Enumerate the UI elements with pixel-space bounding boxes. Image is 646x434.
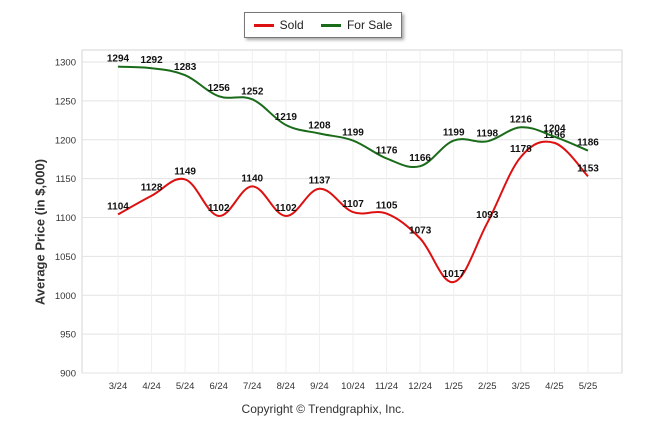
data-label-sold: 1149 (174, 166, 196, 177)
data-label-for-sale: 1294 (107, 54, 130, 65)
data-label-sold: 1017 (443, 269, 466, 280)
y-tick-label: 1000 (55, 291, 76, 302)
data-label-sold: 1093 (476, 210, 499, 221)
data-label-for-sale: 1199 (443, 128, 465, 139)
y-tick-label: 1150 (56, 174, 76, 185)
legend: Sold For Sale (244, 12, 402, 38)
data-label-sold: 1140 (241, 173, 263, 184)
y-tick-label: 1300 (55, 58, 76, 69)
x-tick-label: 6/24 (209, 381, 228, 392)
legend-label-sold: Sold (279, 18, 304, 32)
x-tick-label: 9/24 (310, 381, 329, 392)
x-tick-label: 12/24 (408, 381, 432, 392)
y-tick-label: 900 (60, 369, 76, 380)
data-label-sold: 1102 (208, 203, 230, 214)
x-tick-label: 8/24 (277, 381, 296, 392)
x-tick-label: 10/24 (341, 381, 365, 392)
legend-item-for-sale[interactable]: For Sale (320, 18, 393, 32)
y-tick-label: 1050 (55, 252, 76, 263)
y-tick-label: 1100 (56, 213, 76, 224)
data-label-for-sale: 1256 (208, 83, 231, 94)
data-label-sold: 1196 (544, 130, 566, 141)
data-label-sold: 1105 (376, 201, 398, 212)
data-label-sold: 1137 (309, 176, 331, 187)
x-tick-label: 4/24 (142, 381, 161, 392)
data-label-for-sale: 1219 (275, 112, 298, 123)
data-label-for-sale: 1208 (308, 121, 331, 132)
data-label-sold: 1104 (107, 201, 129, 212)
legend-label-for-sale: For Sale (346, 18, 393, 32)
copyright-text: Copyright © Trendgraphix, Inc. (241, 402, 405, 416)
data-label-sold: 1128 (141, 183, 163, 194)
x-tick-label: 3/24 (109, 381, 128, 392)
data-label-sold: 1102 (275, 203, 297, 214)
data-label-for-sale: 1198 (476, 128, 498, 139)
series-line-for-sale (117, 65, 589, 168)
data-label-sold: 1107 (342, 199, 364, 210)
data-label-for-sale: 1166 (409, 153, 431, 164)
data-label-for-sale: 1186 (577, 138, 599, 149)
data-label-for-sale: 1283 (174, 62, 197, 73)
x-tick-label: 1/25 (444, 381, 463, 392)
y-tick-label: 950 (60, 330, 76, 341)
x-tick-label: 4/25 (545, 381, 564, 392)
data-label-for-sale: 1204 (543, 124, 566, 135)
x-tick-label: 5/25 (579, 381, 598, 392)
data-label-sold: 1153 (577, 163, 599, 174)
data-label-for-sale: 1176 (376, 145, 398, 156)
x-tick-label: 3/25 (512, 381, 531, 392)
legend-swatch-for-sale (320, 23, 341, 27)
series-line-sold (117, 140, 589, 284)
legend-item-sold[interactable]: Sold (253, 18, 304, 32)
data-label-for-sale: 1199 (342, 128, 364, 139)
legend-swatch-sold (253, 23, 274, 27)
y-tick-label: 1250 (55, 96, 76, 107)
x-tick-label: 5/24 (176, 381, 195, 392)
x-tick-label: 11/24 (375, 381, 398, 392)
data-label-for-sale: 1216 (510, 114, 533, 125)
x-tick-label: 2/25 (478, 381, 497, 392)
data-label-for-sale: 1252 (241, 86, 264, 97)
x-tick-label: 7/24 (243, 381, 262, 392)
data-label-for-sale: 1292 (140, 55, 163, 66)
y-tick-label: 1200 (55, 135, 76, 146)
data-label-sold: 1178 (510, 144, 532, 155)
data-label-sold: 1073 (409, 225, 432, 236)
